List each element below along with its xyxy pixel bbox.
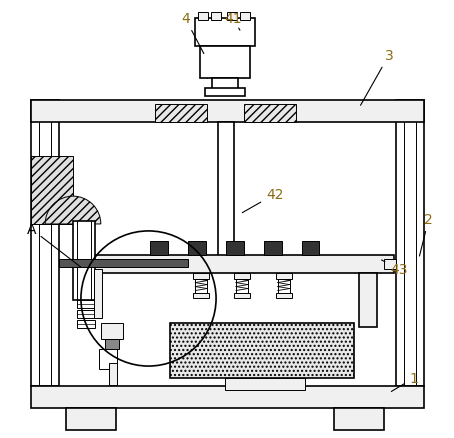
Bar [384, 259, 396, 269]
Bar [234, 293, 250, 299]
Bar [73, 222, 95, 301]
Text: A: A [26, 223, 81, 267]
Bar [225, 378, 305, 390]
Bar [31, 101, 59, 386]
Bar [155, 105, 207, 122]
Bar [334, 408, 384, 430]
Text: 3: 3 [360, 49, 393, 106]
Bar [77, 311, 95, 318]
Wedge shape [45, 197, 101, 224]
Bar [31, 101, 424, 122]
Text: 1: 1 [391, 371, 418, 392]
Bar [244, 105, 296, 122]
Bar [59, 259, 188, 267]
Bar [31, 157, 73, 224]
Text: 43: 43 [381, 260, 408, 276]
Bar [276, 273, 291, 279]
Bar [170, 324, 354, 378]
Bar [109, 363, 117, 385]
Bar [99, 350, 117, 369]
Text: 42: 42 [242, 188, 283, 213]
Bar [66, 408, 116, 430]
Text: 2: 2 [419, 212, 433, 257]
Bar [195, 279, 207, 293]
Text: 41: 41 [224, 12, 242, 31]
Bar [218, 122, 234, 266]
Bar [193, 273, 209, 279]
Bar [236, 279, 248, 293]
Text: 4: 4 [181, 12, 204, 54]
Bar [234, 273, 250, 279]
Bar [264, 241, 281, 255]
Bar [211, 13, 221, 21]
Bar [276, 293, 291, 299]
Bar [101, 324, 123, 339]
Bar [212, 79, 238, 91]
Bar [396, 101, 424, 386]
Bar [200, 47, 250, 79]
Bar [105, 339, 118, 350]
Bar [31, 386, 424, 408]
Bar [77, 321, 95, 328]
Bar [227, 13, 237, 21]
Bar [226, 241, 244, 255]
Bar [188, 241, 206, 255]
Bar [150, 241, 168, 255]
Bar [195, 19, 255, 47]
Bar [359, 273, 377, 328]
Bar [77, 301, 95, 309]
Bar [94, 269, 102, 318]
Bar [205, 88, 245, 96]
Bar [301, 241, 320, 255]
Bar [193, 293, 209, 299]
Bar [278, 279, 290, 293]
Bar [86, 255, 394, 273]
Bar [240, 13, 250, 21]
Bar [198, 13, 208, 21]
